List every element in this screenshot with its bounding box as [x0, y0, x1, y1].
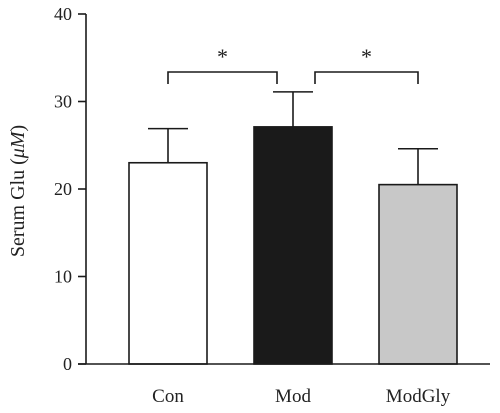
- y-tick-label-0: 0: [63, 354, 72, 374]
- y-tick-label-40: 40: [54, 4, 72, 24]
- y-tick-label-10: 10: [54, 267, 72, 287]
- axes-group: Con Mod ModGly 0 10 20 30 40: [54, 4, 490, 407]
- x-tick-label-modgly: ModGly: [386, 386, 451, 407]
- bar-modgly: [378, 183, 458, 365]
- significance-bracket-2: [314, 71, 419, 84]
- bars-group: [128, 91, 458, 365]
- significance-bracket-1: [167, 71, 278, 84]
- significance-star-1: *: [217, 44, 228, 69]
- bar-con: [128, 161, 208, 365]
- y-axis-label: Serum Glu (μM): [7, 125, 29, 257]
- x-tick-label-con: Con: [152, 386, 184, 407]
- y-tick-label-30: 30: [54, 92, 72, 112]
- bar-mod: [253, 126, 333, 365]
- significance-star-2: *: [361, 44, 372, 69]
- y-tick-label-20: 20: [54, 179, 72, 199]
- significance-group: * *: [167, 44, 419, 84]
- x-tick-label-mod: Mod: [275, 386, 311, 407]
